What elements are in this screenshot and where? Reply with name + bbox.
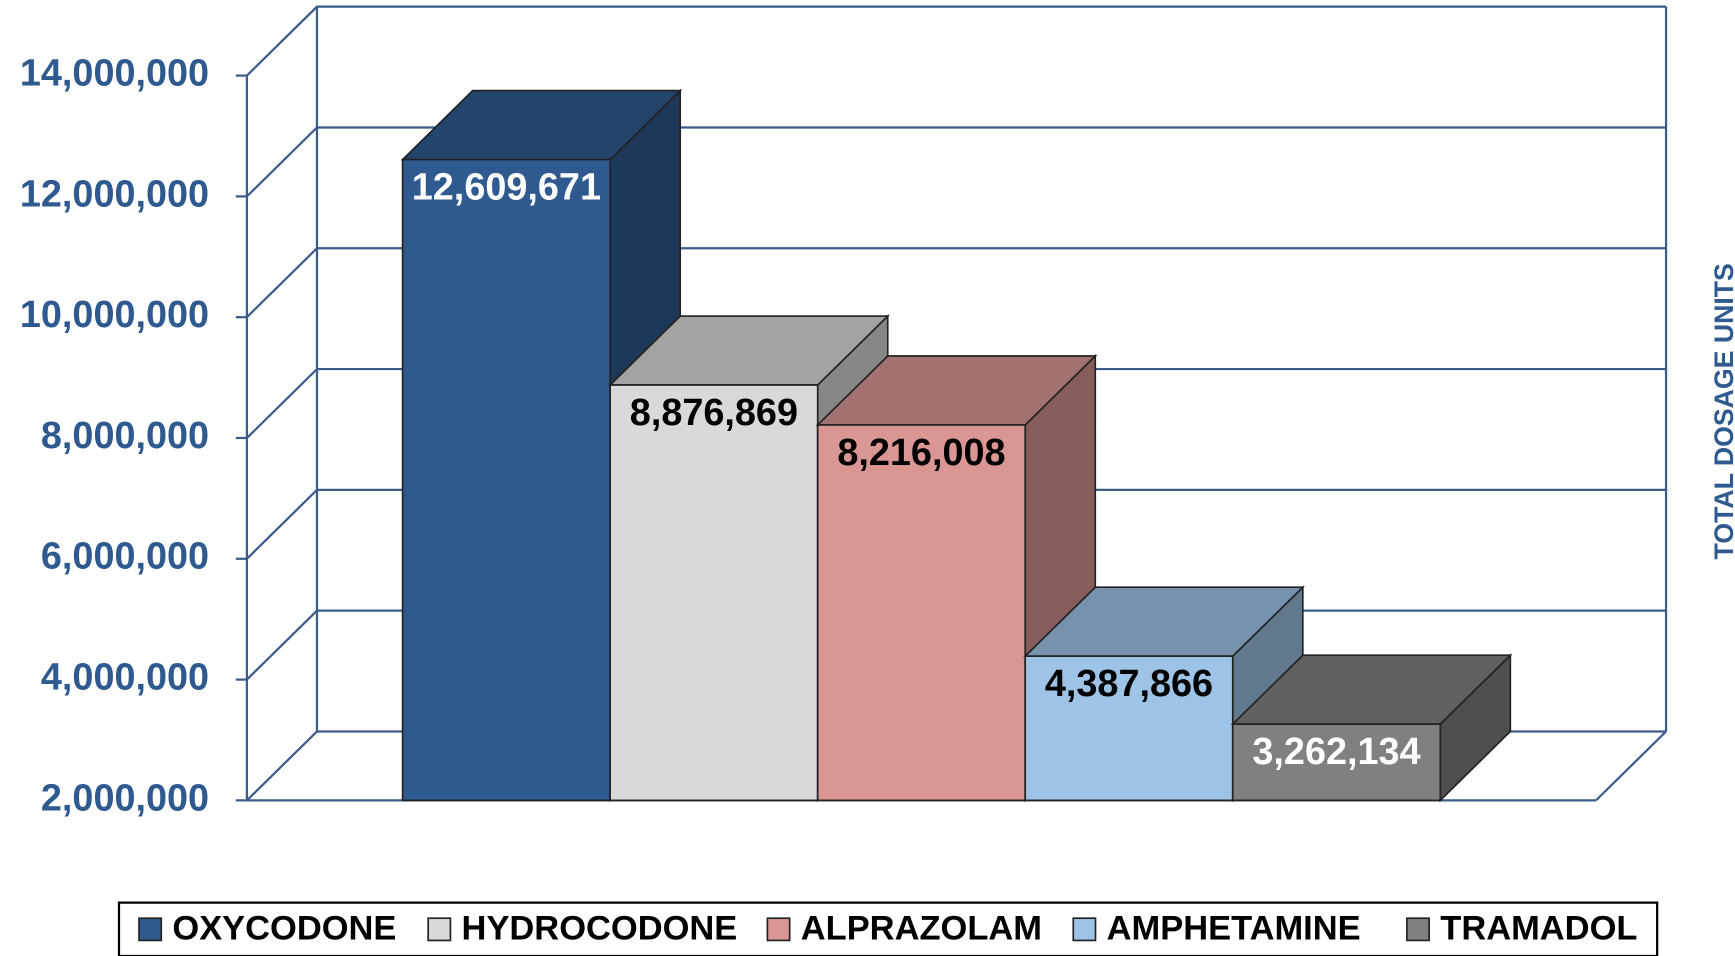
grid-line [246,126,1667,198]
grid-line [246,488,1667,560]
y-tick-label: 2,000,000 [41,777,209,819]
y-tick-label: 8,000,000 [41,415,209,457]
bar [401,158,611,802]
legend-label: AMPHETAMINE [1107,910,1361,948]
bar [816,424,1027,802]
value-label: 8,216,008 [837,432,1005,474]
grid-line [246,247,1667,318]
legend-swatch [1406,917,1430,942]
legend-label: ALPRAZOLAM [801,910,1042,948]
legend-swatch [766,917,791,942]
bar [1231,723,1442,802]
y-tick-label: 10,000,000 [20,294,209,336]
value-label: 4,387,866 [1045,663,1213,705]
legend-swatch [138,917,163,942]
legend-label: OXYCODONE [172,910,396,948]
legend-label: HYDROCODONE [462,910,738,948]
floor-edge [1595,730,1667,802]
legend-box [117,901,1659,956]
y-tick-label: 6,000,000 [41,536,209,578]
grid-line [246,5,1667,77]
legend-swatch [1072,917,1097,942]
y-tick-label: 4,000,000 [41,657,209,699]
grid-line [246,367,1667,439]
legend-label: TRAMADOL [1440,910,1637,948]
value-label: 12,609,671 [412,167,601,209]
y-tick-label: 12,000,000 [20,173,209,215]
legend-swatch [427,917,452,942]
bar [609,384,819,802]
y-tick-label: 14,000,000 [20,53,209,95]
value-label: 8,876,869 [630,392,798,434]
value-label: 3,262,134 [1252,731,1420,773]
y-axis-title: TOTAL DOSAGE UNITS [1709,263,1735,559]
bar [1024,655,1234,802]
